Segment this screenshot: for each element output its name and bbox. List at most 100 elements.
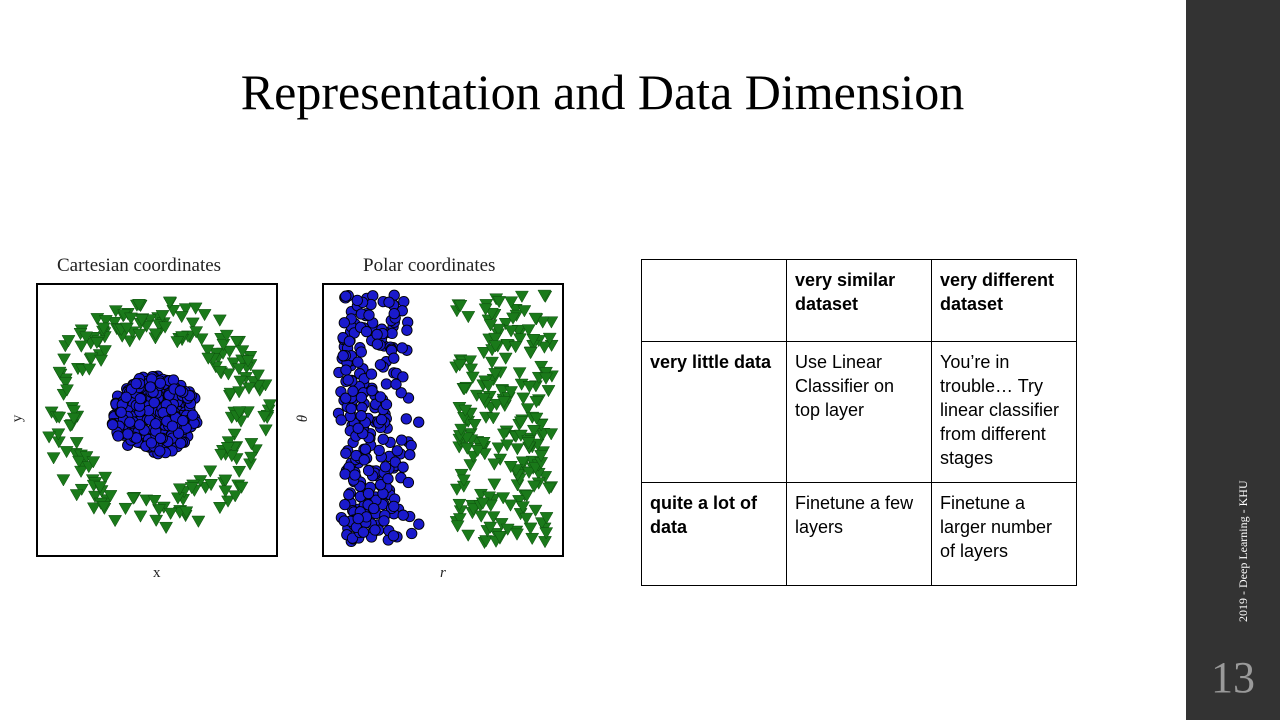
- scatter-point-circle: [358, 454, 370, 466]
- scatter-point-triangle: [466, 503, 481, 516]
- scatter-point-triangle: [510, 528, 524, 541]
- scatter-point-triangle: [513, 416, 528, 429]
- scatter-point-circle: [154, 445, 166, 457]
- scatter-point-triangle: [535, 316, 550, 329]
- scatter-point-triangle: [94, 354, 109, 368]
- table-row: very little data Use Linear Classifier o…: [641, 341, 1077, 483]
- scatter-point-triangle: [488, 340, 503, 353]
- side-bar: [1186, 0, 1280, 720]
- scatter-point-triangle: [212, 314, 227, 327]
- scatter-point-triangle: [453, 300, 468, 313]
- scatter-point-triangle: [232, 386, 247, 399]
- scatter-point-triangle: [450, 520, 465, 533]
- polar-plot-title: Polar coordinates: [363, 255, 496, 276]
- scatter-point-circle: [391, 445, 403, 457]
- scatter-point-circle: [337, 350, 349, 362]
- scatter-point-triangle: [515, 456, 530, 469]
- scatter-point-circle: [165, 404, 178, 416]
- scatter-point-triangle: [66, 412, 81, 425]
- scatter-point-circle: [166, 420, 179, 432]
- transfer-learning-table: very similar dataset very different data…: [641, 259, 1077, 586]
- scatter-point-circle: [340, 392, 352, 404]
- scatter-point-circle: [134, 419, 146, 431]
- scatter-point-circle: [387, 530, 400, 542]
- scatter-point-circle: [174, 385, 187, 397]
- scatter-point-triangle: [191, 515, 206, 528]
- row-header-lot-of-data: quite a lot of data: [641, 482, 787, 586]
- scatter-point-circle: [380, 398, 393, 411]
- scatter-point-triangle: [52, 366, 67, 379]
- scatter-point-circle: [397, 371, 409, 383]
- polar-scatter-plot: [322, 283, 564, 557]
- scatter-point-triangle: [103, 490, 118, 503]
- scatter-point-triangle: [544, 428, 559, 441]
- scatter-point-triangle: [174, 311, 189, 324]
- scatter-point-triangle: [232, 363, 246, 376]
- scatter-point-triangle: [526, 334, 541, 347]
- scatter-point-circle: [343, 489, 355, 501]
- scatter-point-triangle: [51, 428, 66, 441]
- scatter-point-circle: [357, 526, 370, 538]
- scatter-point-circle: [362, 487, 375, 500]
- scatter-point-triangle: [58, 376, 73, 390]
- scatter-point-circle: [144, 381, 157, 393]
- scatter-point-triangle: [221, 495, 235, 508]
- scatter-point-circle: [115, 406, 127, 418]
- scatter-point-triangle: [525, 532, 540, 546]
- cartesian-scatter-plot: [36, 283, 278, 557]
- scatter-point-circle: [402, 476, 415, 489]
- scatter-point-triangle: [465, 371, 480, 384]
- scatter-point-triangle: [538, 536, 552, 549]
- scatter-point-triangle: [93, 481, 108, 494]
- scatter-point-triangle: [537, 341, 552, 354]
- scatter-point-triangle: [118, 502, 133, 516]
- scatter-point-circle: [396, 342, 408, 354]
- scatter-point-triangle: [537, 289, 552, 303]
- scatter-point-circle: [397, 461, 409, 473]
- scatter-point-circle: [365, 368, 378, 380]
- scatter-point-triangle: [223, 387, 238, 401]
- table-cell: Finetune a larger number of layers: [931, 482, 1077, 586]
- scatter-point-triangle: [96, 322, 111, 335]
- scatter-point-circle: [405, 439, 417, 452]
- scatter-point-triangle: [240, 406, 255, 419]
- scatter-point-triangle: [527, 480, 542, 493]
- scatter-point-triangle: [228, 490, 243, 503]
- scatter-point-triangle: [42, 431, 57, 444]
- scatter-point-triangle: [522, 466, 536, 479]
- scatter-point-triangle: [98, 315, 113, 328]
- scatter-point-triangle: [132, 328, 147, 342]
- scatter-point-triangle: [163, 507, 178, 521]
- scatter-point-triangle: [523, 347, 538, 360]
- scatter-point-triangle: [452, 498, 467, 512]
- scatter-point-triangle: [246, 376, 261, 389]
- scatter-point-circle: [380, 378, 393, 390]
- scatter-point-triangle: [482, 491, 497, 504]
- scatter-point-circle: [124, 416, 136, 428]
- slide-footer: 2019 - Deep Learning - KHU: [1236, 480, 1250, 622]
- scatter-point-triangle: [197, 309, 212, 322]
- scatter-point-triangle: [122, 335, 137, 348]
- scatter-point-circle: [352, 512, 364, 525]
- scatter-point-triangle: [52, 411, 67, 424]
- scatter-point-triangle: [124, 312, 138, 325]
- scatter-point-triangle: [487, 458, 502, 471]
- table-cell: Use Linear Classifier on top layer: [786, 341, 932, 483]
- scatter-point-triangle: [222, 345, 237, 358]
- scatter-point-circle: [355, 410, 367, 422]
- polar-x-label: r: [440, 565, 446, 581]
- scatter-point-triangle: [496, 396, 511, 409]
- scatter-point-triangle: [516, 392, 531, 405]
- scatter-point-triangle: [258, 424, 273, 437]
- scatter-point-circle: [187, 409, 199, 421]
- scatter-point-triangle: [523, 522, 538, 535]
- cartesian-y-label: y: [9, 414, 26, 423]
- scatter-point-triangle: [149, 514, 164, 528]
- scatter-point-triangle: [148, 328, 163, 341]
- scatter-point-triangle: [510, 443, 525, 456]
- scatter-point-triangle: [544, 316, 559, 329]
- header-similar-dataset: very similar dataset: [786, 259, 932, 342]
- row-header-little-data: very little data: [641, 341, 787, 483]
- scatter-point-circle: [368, 502, 380, 515]
- scatter-point-triangle: [512, 367, 527, 380]
